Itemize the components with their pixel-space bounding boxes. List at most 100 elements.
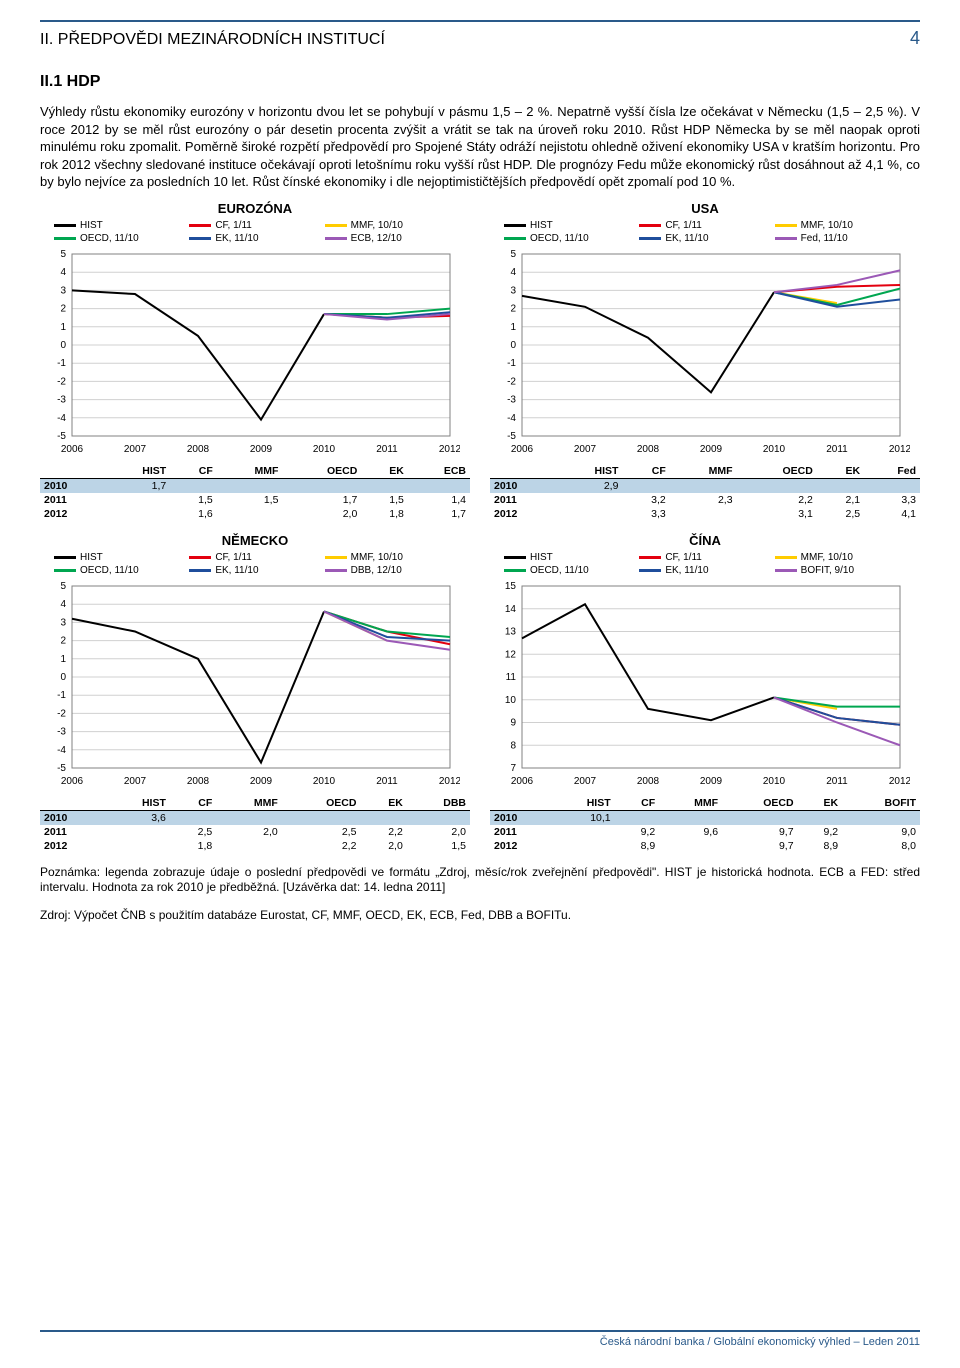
- ek-swatch: [639, 237, 661, 240]
- svg-text:-3: -3: [57, 394, 66, 405]
- ek-swatch: [189, 237, 211, 240]
- series-hist: [522, 292, 774, 392]
- svg-text:14: 14: [505, 603, 517, 614]
- cf-legend-label: CF, 1/11: [665, 552, 770, 563]
- body-paragraph: Výhledy růstu ekonomiky eurozóny v horiz…: [40, 103, 920, 191]
- hist-legend-label: HIST: [530, 220, 635, 231]
- series-cf: [774, 285, 900, 292]
- source-text: Zdroj: Výpočet ČNB s použitím databáze E…: [40, 908, 920, 924]
- svg-text:-1: -1: [57, 690, 66, 701]
- col-year: [490, 464, 556, 479]
- svg-text:-1: -1: [57, 358, 66, 369]
- ek-legend-label: EK, 11/10: [215, 233, 320, 244]
- oecd-legend-label: OECD, 11/10: [530, 565, 635, 576]
- svg-text:2011: 2011: [376, 776, 398, 787]
- col-EK: EK: [817, 464, 864, 479]
- cf-legend-label: CF, 1/11: [215, 552, 320, 563]
- svg-text:-2: -2: [507, 376, 516, 387]
- chart-title: ČÍNA: [490, 533, 920, 548]
- footnote-text: Poznámka: legenda zobrazuje údaje o posl…: [40, 865, 920, 896]
- col-HIST: HIST: [556, 464, 623, 479]
- svg-text:2006: 2006: [511, 444, 534, 455]
- col-MMF: MMF: [659, 796, 722, 811]
- hist-swatch: [54, 224, 76, 227]
- hist-legend-label: HIST: [80, 220, 185, 231]
- mmf-legend-label: MMF, 10/10: [801, 552, 906, 563]
- col-HIST: HIST: [104, 796, 170, 811]
- svg-text:3: 3: [60, 285, 66, 296]
- svg-text:2: 2: [60, 635, 66, 646]
- chart-svg: 7891011121314152006200720082009201020112…: [490, 580, 910, 790]
- mmf-swatch: [325, 556, 347, 559]
- hist-swatch: [504, 224, 526, 227]
- chart-eurozona: EUROZÓNAHISTCF, 1/11MMF, 10/10OECD, 11/1…: [40, 201, 470, 521]
- footer-bar: Česká národní banka / Globální ekonomick…: [40, 1330, 920, 1348]
- ek-legend-label: EK, 11/10: [215, 565, 320, 576]
- series-alt: [774, 697, 900, 745]
- col-EK: EK: [360, 796, 406, 811]
- svg-text:-3: -3: [57, 726, 66, 737]
- mmf-legend-label: MMF, 10/10: [351, 552, 456, 563]
- svg-text:12: 12: [505, 649, 517, 660]
- svg-text:2010: 2010: [763, 444, 786, 455]
- ek-swatch: [189, 569, 211, 572]
- svg-text:-3: -3: [507, 394, 516, 405]
- series-hist: [72, 611, 324, 762]
- col-HIST: HIST: [105, 464, 171, 479]
- svg-text:-4: -4: [57, 745, 66, 756]
- mmf-swatch: [325, 224, 347, 227]
- oecd-swatch: [54, 237, 76, 240]
- svg-text:2011: 2011: [826, 444, 848, 455]
- svg-text:2008: 2008: [187, 444, 210, 455]
- col-MMF: MMF: [217, 464, 283, 479]
- forecast-table: HISTCFMMFOECDEKDBB20103,620112,52,02,52,…: [40, 796, 470, 853]
- svg-text:5: 5: [510, 249, 516, 260]
- col-DBB: DBB: [407, 796, 470, 811]
- mmf-legend-label: MMF, 10/10: [801, 220, 906, 231]
- col-year: [40, 464, 105, 479]
- chart-title: EUROZÓNA: [40, 201, 470, 216]
- svg-text:2009: 2009: [250, 444, 273, 455]
- ek-legend-label: EK, 11/10: [665, 233, 770, 244]
- svg-text:-5: -5: [57, 431, 66, 442]
- svg-text:13: 13: [505, 626, 517, 637]
- col-CF: CF: [622, 464, 669, 479]
- series-oecd: [324, 611, 450, 636]
- col-CF: CF: [170, 796, 216, 811]
- chart-title: NĚMECKO: [40, 533, 470, 548]
- svg-text:2009: 2009: [250, 776, 273, 787]
- svg-text:2012: 2012: [439, 776, 460, 787]
- svg-text:1: 1: [60, 322, 66, 333]
- section-heading: II.1 HDP: [40, 73, 920, 91]
- hist-legend-label: HIST: [530, 552, 635, 563]
- chart-nemecko: NĚMECKOHISTCF, 1/11MMF, 10/10OECD, 11/10…: [40, 533, 470, 853]
- svg-text:2011: 2011: [376, 444, 398, 455]
- dbb-swatch: [325, 569, 347, 572]
- forecast-table: HISTCFMMFOECDEKECB20101,720111,51,51,71,…: [40, 464, 470, 521]
- table-row: 20121,62,01,81,7: [40, 507, 470, 521]
- svg-text:0: 0: [60, 340, 66, 351]
- mmf-legend-label: MMF, 10/10: [351, 220, 456, 231]
- col-year: [40, 796, 104, 811]
- svg-text:2007: 2007: [574, 776, 597, 787]
- cf-swatch: [189, 224, 211, 227]
- svg-text:2008: 2008: [637, 444, 660, 455]
- dbb-legend-label: DBB, 12/10: [351, 565, 456, 576]
- svg-text:2010: 2010: [763, 776, 786, 787]
- svg-text:2: 2: [60, 303, 66, 314]
- table-row: 20111,51,51,71,51,4: [40, 493, 470, 507]
- series-hist: [72, 290, 324, 419]
- chart-svg: -5-4-3-2-1012345200620072008200920102011…: [490, 248, 910, 458]
- bofit-swatch: [775, 569, 797, 572]
- svg-text:2012: 2012: [889, 444, 910, 455]
- page-header: II. PŘEDPOVĚDI MEZINÁRODNÍCH INSTITUCÍ 4: [40, 20, 920, 49]
- cf-legend-label: CF, 1/11: [215, 220, 320, 231]
- svg-text:2006: 2006: [61, 444, 84, 455]
- chart-cina: ČÍNAHISTCF, 1/11MMF, 10/10OECD, 11/10EK,…: [490, 533, 920, 853]
- svg-text:2012: 2012: [439, 444, 460, 455]
- col-OECD: OECD: [722, 796, 798, 811]
- svg-text:15: 15: [505, 581, 517, 592]
- svg-text:2010: 2010: [313, 776, 336, 787]
- svg-text:2007: 2007: [124, 444, 147, 455]
- col-MMF: MMF: [670, 464, 737, 479]
